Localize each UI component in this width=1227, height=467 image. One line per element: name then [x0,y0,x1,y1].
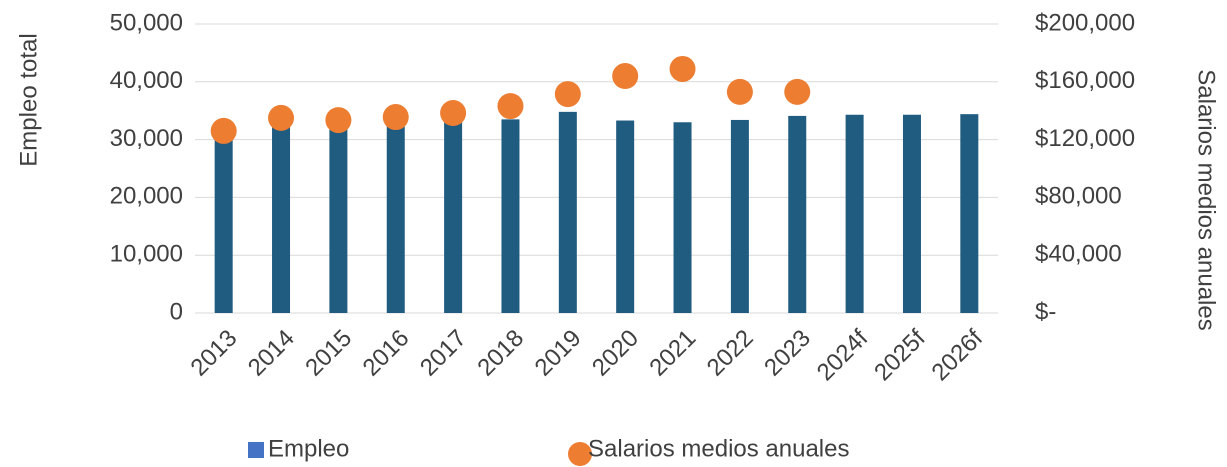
y-axis-title: Empleo total [15,33,42,166]
x-tick-label: 2022 [702,325,759,382]
dot [440,100,467,127]
bar [845,114,864,313]
dot [268,104,295,131]
y-tick-label: 0 [170,298,183,325]
x-tick-label: 2013 [186,325,243,382]
dot [669,55,696,82]
dot [784,78,811,105]
y2-tick-label: $120,000 [1035,125,1135,152]
bar [788,115,807,313]
legend-label: Empleo [268,435,349,462]
x-tick-label: 2016 [358,325,415,382]
bar [960,114,979,313]
x-tick-label: 2025f [869,324,931,386]
y-tick-label: 30,000 [110,125,183,152]
dot [612,63,639,90]
bar [558,111,577,313]
x-tick-label: 2019 [530,325,587,382]
bar [214,139,233,313]
y2-axis-title: Salarios medios anuales [1193,69,1220,330]
x-tick-label: 2023 [759,325,816,382]
bar [386,124,405,314]
legend-label: Salarios medios anuales [588,435,849,462]
x-tick-label: 2014 [243,325,300,382]
x-tick-label: 2026f [926,324,988,386]
bar [501,119,520,314]
y2-tick-label: $200,000 [1035,9,1135,36]
bar [444,121,463,313]
y-tick-label: 10,000 [110,241,183,268]
dot [210,117,237,144]
bar [730,119,749,313]
bar [616,120,635,313]
x-tick-label: 2015 [300,325,357,382]
x-tick-label: 2018 [472,325,529,382]
y2-tick-label: $160,000 [1035,67,1135,94]
legend-swatch [248,442,264,458]
bar [329,126,348,313]
y2-tick-label: $40,000 [1035,241,1122,268]
bar [272,125,291,314]
dot [382,104,409,131]
y-tick-label: 50,000 [110,9,183,36]
x-tick-label: 2021 [644,325,701,382]
dot [554,81,581,108]
y2-tick-label: $80,000 [1035,183,1122,210]
x-tick-label: 2024f [812,324,874,386]
y2-tick-label: $- [1035,298,1056,325]
dot [726,78,753,105]
y-tick-label: 40,000 [110,67,183,94]
bar [902,114,921,313]
x-tick-label: 2020 [587,325,644,382]
dot [325,107,352,134]
dot [497,93,524,120]
bar [673,122,692,313]
y-tick-label: 20,000 [110,183,183,210]
legend-swatch [568,442,592,466]
x-tick-label: 2017 [415,325,472,382]
